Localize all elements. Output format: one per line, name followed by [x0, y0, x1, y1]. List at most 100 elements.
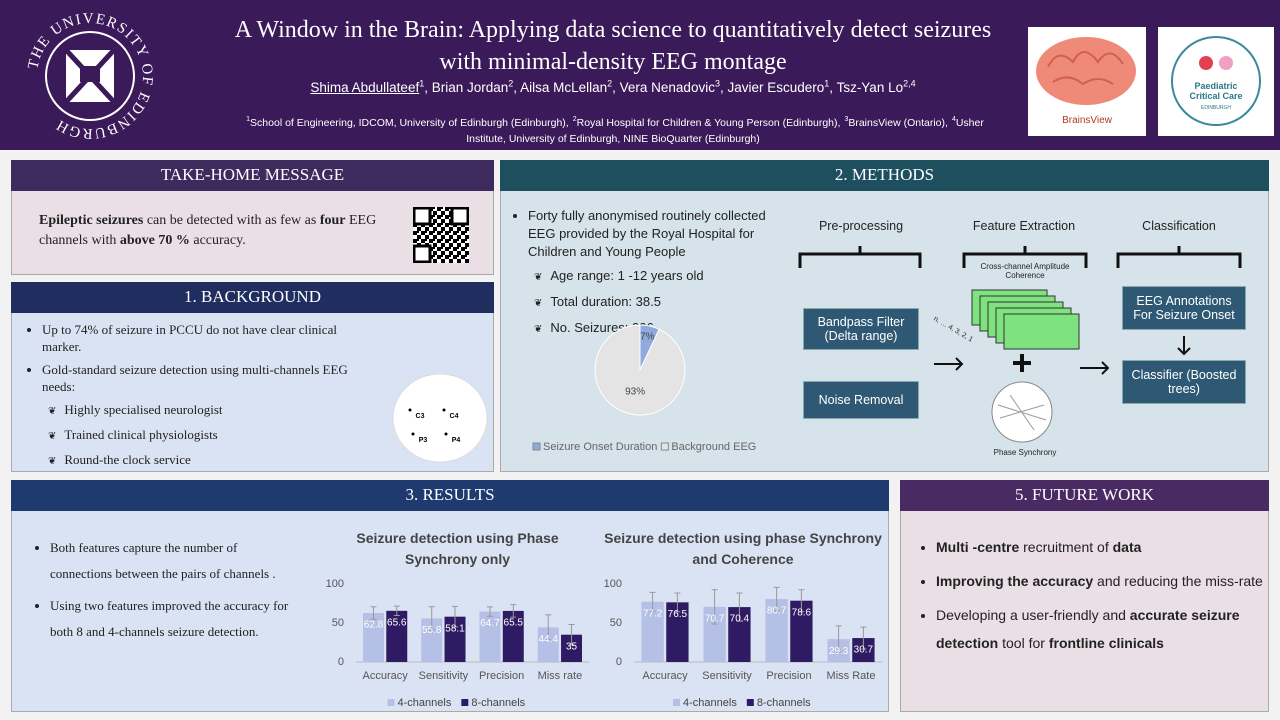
error-bar: [798, 589, 805, 613]
text-segment: Improving the accuracy: [936, 573, 1094, 589]
results-heading: 3. RESULTS: [11, 480, 889, 511]
montage: C3 C4 P3 P4: [392, 373, 488, 463]
bullet: Trained clinical physiologists: [64, 426, 374, 445]
text-segment: data: [1112, 539, 1142, 555]
electrode-label: C4: [450, 413, 459, 420]
brainsview-label: BrainsView: [1062, 115, 1112, 126]
legend-label: 4-channels: [398, 697, 452, 709]
value-label: 44.4: [538, 634, 558, 645]
value-label: 64.7: [480, 618, 500, 629]
value-label: 58.1: [445, 623, 465, 634]
qr-code: [413, 207, 469, 263]
author: Shima Abdullateef1: [310, 78, 431, 95]
x-tick-label: Accuracy: [642, 670, 688, 682]
error-bar: [773, 586, 780, 612]
bar-chart: 0 50 100 Accuracy 62.8 65.6 Sensitivity 55.8 58.…: [326, 578, 589, 709]
bullet-list: Highly specialised neurologist Trained cl…: [24, 401, 374, 470]
electrode-label: P4: [452, 437, 461, 444]
author-sup: 2: [607, 78, 613, 88]
chart-2: Seizure detection using phase Synchrony …: [598, 528, 888, 717]
author-name: Vera Nenadovic: [619, 79, 715, 95]
electrode: [408, 408, 412, 412]
crest: THE UNIVERSITY OF EDINBURGH: [26, 11, 153, 140]
electrode: [444, 432, 448, 436]
bar: [852, 638, 875, 662]
value-label: 77.2: [643, 608, 663, 619]
bar: [728, 607, 751, 662]
author: Vera Nenadovic3: [619, 78, 728, 95]
feature-label: Cross-channel Amplitude Coherence: [980, 262, 1070, 280]
bar: [561, 634, 583, 662]
author: Brian Jordan2: [431, 78, 520, 95]
value-label: 70.7: [705, 613, 725, 624]
text-segment: Epileptic seizures: [39, 213, 144, 228]
bullet: Gold-standard seizure detection using mu…: [42, 361, 374, 395]
feature-label: Phase Synchrony: [993, 448, 1057, 457]
text-segment: tool for: [998, 635, 1049, 651]
text-segment: four: [319, 213, 346, 228]
error-bar: [674, 592, 681, 613]
author-sup: 1: [824, 78, 830, 88]
text-segment: Developing a user-friendly and: [936, 607, 1130, 623]
author: Tsz-Yan Lo2,4: [837, 78, 916, 95]
bullet-list: Both features capture the number of conn…: [32, 535, 302, 645]
electrode-label: P3: [419, 437, 428, 444]
bullet: Using two features improved the accuracy…: [50, 593, 302, 645]
legend-swatch: [660, 442, 669, 451]
affil-sup: 2: [572, 116, 577, 123]
authors: Shima Abdullateef1Brian Jordan2Ailsa McL…: [230, 78, 996, 95]
bar-chart: 0 50 100 Accuracy 77.2 76.5 Sensitivity 70.7 70.…: [604, 578, 882, 709]
stage-label: Pre-processing: [818, 219, 904, 233]
value-label: 76.5: [668, 609, 688, 620]
legend-swatch: [673, 699, 680, 706]
legend-label: Background EEG: [671, 441, 756, 453]
legend-swatch: [532, 442, 541, 451]
value-label: 70.4: [730, 614, 750, 625]
legend-swatch: [461, 699, 469, 706]
pcc-subtitle: EDINBURGH: [1200, 105, 1231, 111]
methods-list: Forty fully anonymised routinely collect…: [510, 207, 790, 345]
value-label: 65.5: [504, 618, 524, 629]
text-segment: frontline clinicals: [1048, 635, 1164, 651]
error-bar: [736, 592, 743, 622]
error-bar: [428, 606, 435, 631]
bar: [421, 618, 443, 662]
pcc-ring: [1171, 36, 1261, 126]
x-tick-label: Miss Rate: [827, 670, 876, 682]
error-bar: [835, 625, 842, 653]
bar: [765, 599, 788, 662]
poster-title: A Window in the Brain: Applying data sci…: [234, 17, 992, 75]
electrode: [442, 408, 446, 412]
results-list: Both features capture the number of conn…: [32, 535, 302, 651]
bullet: Up to 74% of seizure in PCCU do not have…: [42, 321, 374, 355]
x-tick-label: Sensitivity: [702, 670, 752, 682]
methods-heading: 2. METHODS: [500, 160, 1269, 191]
take-home-text: Epileptic seizures can be detected with …: [39, 211, 399, 251]
affil-text: BrainsView (Ontario),: [848, 116, 948, 129]
y-tick-label: 50: [610, 617, 622, 629]
affil-text: Usher Institute, University of Edinburgh…: [466, 116, 984, 145]
electrode: [411, 432, 415, 436]
chart-title: Seizure detection using Phase Synchrony …: [356, 530, 559, 567]
process-box: Noise Removal: [803, 381, 919, 419]
author-name: Shima Abdullateef: [310, 79, 420, 95]
x-tick-label: Accuracy: [363, 670, 409, 682]
pie-chart: 7% 93% Seizure Onset Duration Background EE…: [532, 324, 756, 453]
bullet: Total duration: 38.5: [550, 293, 790, 313]
author-name: Ailsa McLellan: [520, 79, 608, 95]
brainsview-logo: BrainsView: [1028, 27, 1146, 136]
x-tick-label: Miss rate: [538, 670, 583, 682]
y-tick-label: 50: [332, 617, 344, 629]
text-segment: Multi -centre: [936, 539, 1020, 555]
author-name: Javier Escudero: [727, 79, 825, 95]
bullet: Developing a user-friendly and accurate …: [936, 601, 1263, 657]
y-tick-label: 0: [616, 656, 622, 668]
author-sup: 2: [508, 78, 514, 88]
value-label: 65.6: [387, 617, 407, 628]
value-label: 29.3: [829, 646, 849, 657]
bar: [703, 606, 726, 662]
author-name: Brian Jordan: [431, 79, 509, 95]
affil-text: School of Engineering, IDCOM, University…: [250, 116, 569, 129]
bar: [502, 610, 524, 662]
legend-swatch: [387, 699, 395, 706]
